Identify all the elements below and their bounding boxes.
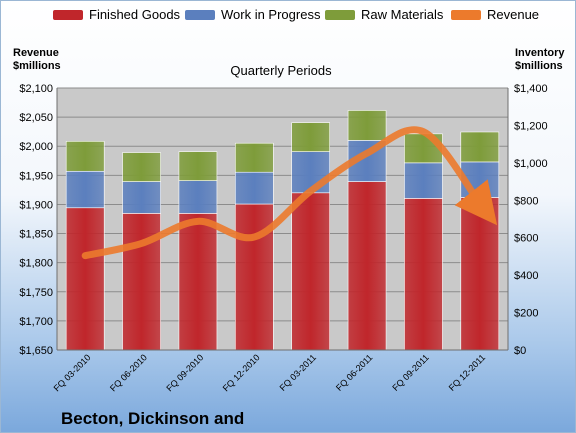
bar-work-in-progress [235, 171, 274, 205]
right-tick-label: $1,400 [514, 83, 548, 95]
right-tick-label: $200 [514, 308, 538, 320]
legend: Finished Goods Work in Progress Raw Materi… [1, 7, 575, 27]
left-tick-label: $1,700 [19, 316, 53, 328]
right-tick-label: $0 [514, 345, 526, 357]
x-tick-label: FQ 09-2011 [390, 352, 431, 393]
right-axis-title-line2: $millions [515, 60, 563, 72]
bar-finished-goods [65, 207, 105, 351]
x-tick-label: FQ 03-2011 [278, 352, 319, 393]
left-tick-label: $1,900 [19, 199, 53, 211]
right-tick-label: $1,200 [514, 120, 548, 132]
right-axis-title-line1: Inventory [515, 47, 565, 59]
bar-work-in-progress [178, 180, 218, 214]
right-axis-title: Inventory $millions [515, 47, 565, 73]
bar-raw-materials [347, 110, 387, 141]
x-tick-label: FQ 12-2011 [447, 352, 488, 393]
left-tick-label: $2,000 [19, 141, 53, 153]
bar-finished-goods [122, 213, 161, 351]
right-tick-label: $1,000 [514, 158, 548, 170]
left-tick-label: $1,650 [19, 345, 53, 357]
bar-raw-materials [122, 152, 161, 182]
bar-work-in-progress [65, 170, 105, 209]
company-title: Becton, Dickinson and [61, 409, 245, 428]
bar-raw-materials [291, 122, 330, 152]
legend-label: Work in Progress [221, 7, 321, 22]
legend-swatch [53, 9, 83, 20]
bar-finished-goods [460, 197, 500, 351]
legend-item-raw-materials: Raw Materials [325, 7, 443, 22]
left-tick-label: $2,100 [19, 83, 53, 95]
legend-label: Raw Materials [361, 7, 444, 22]
left-tick-label: $1,750 [19, 287, 53, 299]
right-tick-label: $400 [514, 270, 538, 282]
bar-work-in-progress [404, 162, 443, 199]
x-tick-label: FQ 03-2010 [52, 352, 93, 393]
bar-raw-materials [178, 151, 218, 181]
left-axis-title-line1: Revenue [13, 47, 59, 59]
left-tick-label: $1,800 [19, 258, 53, 270]
bar-raw-materials [65, 141, 105, 172]
bar-work-in-progress [122, 181, 161, 214]
legend-item-revenue: Revenue [451, 7, 539, 22]
bar-work-in-progress [291, 151, 330, 194]
legend-label: Finished Goods [89, 7, 181, 22]
legend-item-work-in-progress: Work in Progress [185, 7, 320, 22]
x-tick-label: FQ 06-2010 [108, 352, 149, 393]
x-tick-label: FQ 06-2011 [334, 352, 375, 393]
left-axis-title-line2: $millions [13, 60, 61, 72]
legend-swatch [325, 9, 355, 20]
legend-swatch [451, 9, 481, 20]
right-tick-label: $800 [514, 195, 538, 207]
legend-item-finished-goods: Finished Goods [53, 7, 180, 22]
legend-swatch [185, 9, 215, 20]
left-tick-label: $2,050 [19, 112, 53, 124]
left-tick-label: $1,950 [19, 170, 53, 182]
left-axis-title: Revenue $millions [13, 47, 61, 73]
bar-finished-goods [404, 198, 443, 351]
bar-finished-goods [291, 192, 330, 351]
bar-raw-materials [460, 131, 500, 163]
left-tick-label: $1,850 [19, 229, 53, 241]
bar-raw-materials [235, 142, 274, 173]
x-tick-label: FQ 09-2010 [164, 352, 205, 393]
bar-finished-goods [178, 213, 218, 351]
right-tick-label: $600 [514, 233, 538, 245]
x-tick-label: FQ 12-2010 [221, 352, 262, 393]
chart-title: Quarterly Periods [230, 63, 332, 78]
bar-finished-goods [347, 181, 387, 351]
legend-label: Revenue [487, 7, 540, 22]
